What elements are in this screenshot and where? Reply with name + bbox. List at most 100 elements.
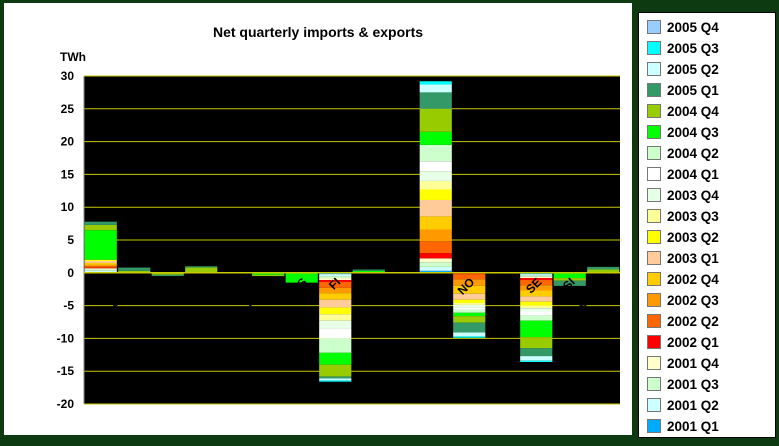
bar-segment (419, 131, 452, 145)
bar-segment (520, 275, 553, 277)
bar-segment (520, 301, 553, 306)
y-tick-label: -15 (57, 364, 75, 378)
legend-label: 2005 Q4 (667, 19, 719, 35)
legend-swatch (647, 293, 661, 307)
bar-segment (319, 280, 352, 282)
bar-segment (419, 92, 452, 109)
bar-segment (453, 302, 486, 305)
bar-segment (419, 108, 452, 132)
legend-item: 2004 Q4 (647, 101, 719, 121)
bar-segment (319, 328, 352, 339)
legend-label: 2002 Q3 (667, 292, 719, 308)
legend-item: 2001 Q1 (647, 416, 719, 436)
legend-item: 2002 Q3 (647, 290, 719, 310)
bar-segment (84, 224, 117, 231)
bar-segment (419, 270, 452, 273)
legend-label: 2004 Q1 (667, 166, 719, 182)
bar-segment (453, 336, 486, 338)
y-tick-label: 25 (61, 102, 75, 116)
bar-segment (553, 278, 586, 281)
legend-label: 2001 Q3 (667, 376, 719, 392)
bar-segment (319, 274, 352, 277)
bar-segment (587, 266, 620, 270)
bar-segment (319, 320, 352, 329)
bar-segment (319, 299, 352, 308)
bar-segment (419, 199, 452, 217)
legend-item: 2002 Q1 (647, 332, 719, 352)
bar-segment (553, 272, 586, 279)
bar-segment (319, 293, 352, 300)
legend-label: 2005 Q2 (667, 61, 719, 77)
bar-segment (520, 348, 553, 357)
bar-segment (352, 269, 385, 271)
legend-item: 2005 Q4 (647, 17, 719, 37)
bar-segment (520, 320, 553, 338)
bar-segment (419, 180, 452, 190)
legend-swatch (647, 104, 661, 118)
legend-label: 2003 Q1 (667, 250, 719, 266)
bar-segment (352, 270, 385, 273)
y-tick-label: -10 (57, 331, 75, 345)
bar-segment (252, 272, 285, 275)
bar-segment (151, 272, 184, 275)
bar-segment (520, 285, 553, 291)
legend-item: 2005 Q1 (647, 80, 719, 100)
legend-item: 2003 Q1 (647, 248, 719, 268)
bar-segment (319, 376, 352, 379)
bar-segment (419, 81, 452, 85)
bar-segment (319, 281, 352, 288)
bar-segment (419, 241, 452, 254)
legend-label: 2004 Q2 (667, 145, 719, 161)
legend-swatch (647, 146, 661, 160)
bar-segment (520, 290, 553, 297)
bar-segment (84, 262, 117, 265)
bar-segment (453, 279, 486, 286)
legend-item: 2004 Q3 (647, 122, 719, 142)
bar-segment (419, 266, 452, 271)
bar-segment (520, 305, 553, 309)
legend-swatch (647, 230, 661, 244)
bar-segment (419, 171, 452, 181)
bar-segment (419, 229, 452, 242)
legend-label: 2003 Q4 (667, 187, 719, 203)
bar-segment (520, 308, 553, 312)
legend-label: 2001 Q2 (667, 397, 719, 413)
bar-segment (185, 266, 218, 268)
bar-segment (319, 380, 352, 382)
bar-segment (84, 270, 117, 273)
legend-swatch (647, 272, 661, 286)
bar-segment (419, 253, 452, 259)
legend-swatch (647, 83, 661, 97)
bar-segment (453, 299, 486, 303)
legend-item: 2001 Q2 (647, 395, 719, 415)
bar-segment (151, 274, 184, 277)
legend-label: 2002 Q1 (667, 334, 719, 350)
bar-segment (419, 189, 452, 200)
legend-swatch (647, 356, 661, 370)
bar-segment (520, 296, 553, 302)
bar-segment (319, 276, 352, 279)
bar-segment (453, 293, 486, 300)
legend-swatch (647, 398, 661, 412)
legend-label: 2005 Q3 (667, 40, 719, 56)
legend-swatch (647, 419, 661, 433)
bar-segment (520, 315, 553, 321)
legend-swatch (647, 209, 661, 223)
bar-segment (319, 338, 352, 353)
y-tick-label: 10 (61, 200, 75, 214)
legend-swatch (647, 167, 661, 181)
legend-swatch (647, 251, 661, 265)
bar-segment (319, 287, 352, 294)
bar-segment (319, 307, 352, 315)
bar-segment (84, 230, 117, 260)
legend-swatch (647, 41, 661, 55)
bar-segment (419, 144, 452, 162)
bar-segment (319, 352, 352, 365)
bar-segment (118, 270, 151, 273)
bar-segment (118, 267, 151, 271)
bar-segment (553, 280, 586, 286)
chart-title: Net quarterly imports & exports (213, 24, 423, 40)
bar-segment (84, 269, 117, 271)
